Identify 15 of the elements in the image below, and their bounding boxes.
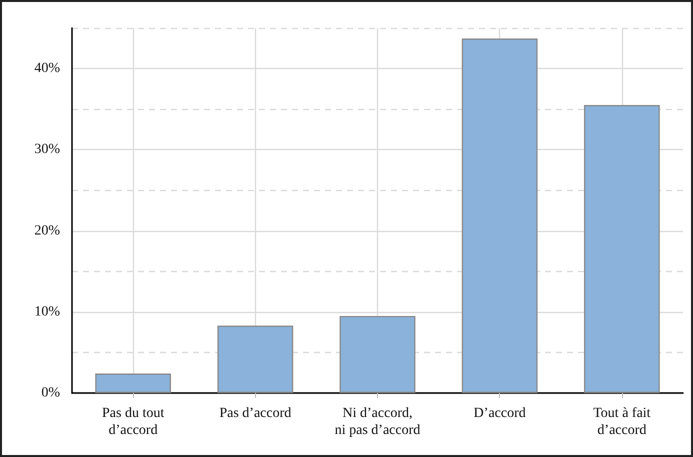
x-tick-label: Ni d’accord, ni pas d’accord <box>334 406 420 438</box>
bar <box>95 374 171 393</box>
y-tick-label: 20% <box>34 223 60 238</box>
x-tick-label: Pas d’accord <box>219 406 292 421</box>
y-tick-label: 10% <box>34 304 60 320</box>
bar <box>217 326 294 393</box>
bar <box>340 316 416 393</box>
y-tick-label: 0% <box>41 386 60 400</box>
x-tick-label: D’accord <box>474 406 526 421</box>
bar <box>462 38 538 393</box>
y-tick-label: 30% <box>34 142 60 158</box>
bar <box>584 105 660 393</box>
x-tick-label: Pas du tout d’accord <box>102 406 164 438</box>
y-tick-label: 40% <box>34 61 60 76</box>
x-tick-label: Tout à fait d’accord <box>593 406 651 438</box>
